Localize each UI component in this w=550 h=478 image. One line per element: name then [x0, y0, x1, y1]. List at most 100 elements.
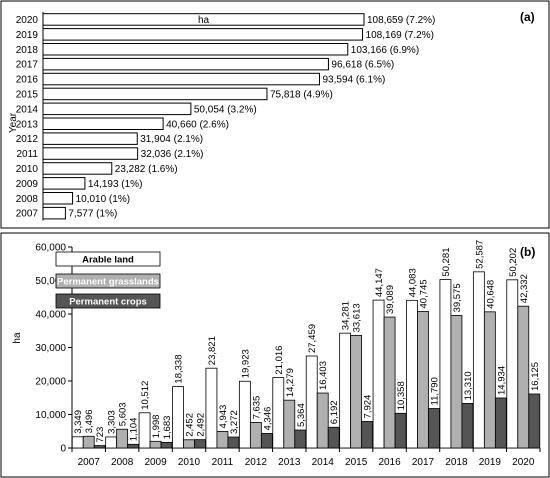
y-tick-label: 40,000 — [35, 310, 66, 321]
bar-arable-land — [205, 367, 218, 449]
bar-arable-land — [71, 436, 84, 449]
bar-value-label: 34,281 — [341, 301, 352, 330]
year-bar — [42, 147, 139, 160]
bar-permanent-grasslands — [450, 315, 463, 449]
x-tick-label: 2007 — [78, 457, 101, 468]
x-tick-label: 2010 — [178, 457, 201, 468]
bar-arable-land — [172, 386, 184, 449]
unit-label: ha — [198, 15, 210, 26]
year-bar — [42, 28, 364, 41]
year-tick-label: 2007 — [16, 209, 39, 220]
year-tick-label: 2010 — [16, 164, 39, 175]
bar-value-label: 40,660 (2.6%) — [166, 119, 229, 130]
bar-permanent-grasslands — [116, 428, 129, 449]
bar-value-label: 7,577 (1%) — [68, 209, 117, 220]
y-tick-label: 30,000 — [35, 343, 66, 354]
year-tick-label: 2017 — [16, 60, 39, 71]
bar-value-label: 3,349 — [73, 410, 84, 434]
bar-value-label: 39,575 — [452, 283, 463, 312]
legend-swatch — [55, 293, 161, 309]
bar-permanent-crops — [528, 393, 541, 449]
bar-value-label: 5,603 — [118, 402, 129, 426]
year-bar — [42, 132, 138, 145]
year-bar — [42, 162, 113, 175]
bar-value-label: 1,683 — [162, 416, 173, 440]
panel-a-bars: 2020 108,659 (7.2%) ha 2019 108,169 (7.2%) 20… — [16, 12, 435, 221]
year-tick-label: 2011 — [16, 149, 38, 160]
year-bar — [42, 177, 86, 190]
x-tick-label: 2009 — [144, 457, 167, 468]
year-bar — [42, 102, 192, 116]
year-bar — [42, 72, 320, 86]
bar-permanent-grasslands — [350, 334, 363, 449]
bar-value-label: 42,332 — [519, 274, 530, 303]
bar-value-label: 16,125 — [530, 362, 541, 391]
bar-permanent-grasslands — [249, 422, 262, 449]
y-tick-label: 50,000 — [35, 276, 66, 287]
y-tick-label: 10,000 — [35, 410, 66, 421]
x-tick-label: 2012 — [245, 457, 268, 468]
bar-value-label: 27,459 — [307, 324, 318, 353]
legend-label: Arable land — [82, 255, 134, 266]
bar-permanent-crops — [227, 436, 240, 449]
bar-value-label: 1,998 — [151, 415, 162, 439]
bar-value-label: 39,089 — [385, 285, 396, 314]
year-tick-label: 2018 — [16, 45, 39, 56]
bar-value-label: 23,821 — [207, 336, 218, 365]
bar-value-label: 14,279 — [285, 368, 296, 397]
bar-permanent-crops — [494, 397, 507, 449]
year-bar — [42, 87, 268, 101]
bar-permanent-crops — [160, 441, 173, 449]
x-tick-label: 2017 — [412, 457, 435, 468]
bar-value-label: 13,310 — [463, 371, 474, 400]
bar-permanent-grasslands — [483, 311, 496, 449]
year-tick-label: 2009 — [16, 179, 39, 190]
bar-arable-land — [372, 299, 385, 449]
bar-value-label: 4,346 — [262, 407, 273, 431]
year-tick-label: 2008 — [16, 194, 39, 205]
bar-value-label: 18,338 — [174, 355, 185, 384]
year-bar — [42, 43, 349, 56]
bar-value-label: 21,016 — [274, 346, 285, 375]
bar-permanent-crops — [327, 426, 340, 449]
bar-value-label: 75,818 (4.9%) — [270, 89, 333, 100]
bar-value-label: 14,934 — [496, 366, 507, 395]
x-tick-label: 2013 — [278, 457, 301, 468]
x-tick-label: 2011 — [212, 457, 234, 468]
bar-permanent-grasslands — [216, 431, 229, 449]
bar-permanent-crops — [93, 445, 106, 449]
bar-value-label: 723 — [95, 427, 106, 443]
panel-b-legend: Arable land Permanent grasslands Permanent… — [55, 251, 161, 309]
bar-value-label: 11,790 — [430, 377, 441, 405]
bar-arable-land — [406, 299, 418, 449]
bar-value-label: 3,496 — [84, 410, 95, 434]
bar-permanent-crops — [194, 439, 206, 449]
bar-value-label: 3,272 — [229, 410, 240, 434]
bar-value-label: 6,192 — [329, 400, 340, 424]
bar-value-label: 10,358 — [396, 381, 407, 410]
bar-value-label: 5,364 — [296, 403, 307, 427]
x-tick-label: 2014 — [312, 457, 335, 468]
bar-permanent-crops — [394, 412, 407, 449]
bar-arable-land — [272, 377, 285, 449]
bar-value-label: 23,282 (1.6%) — [115, 164, 178, 175]
legend-label: Permanent grasslands — [57, 277, 159, 288]
bar-permanent-grasslands — [283, 399, 296, 449]
x-tick-label: 2016 — [378, 457, 401, 468]
bar-permanent-grasslands — [149, 440, 162, 449]
year-tick-label: 2020 — [16, 15, 39, 26]
bar-value-label: 32,036 (2.1%) — [141, 149, 204, 160]
bar-permanent-grasslands — [383, 316, 396, 449]
legend-swatch — [55, 273, 161, 289]
bar-permanent-crops — [428, 408, 440, 449]
legend-label: Permanent crops — [69, 297, 147, 308]
panel-a-y-axis-title: Year — [8, 112, 19, 133]
bar-value-label: 14,193 (1%) — [88, 179, 142, 190]
bar-permanent-grasslands — [82, 435, 95, 449]
bar-value-label: 19,923 — [240, 349, 251, 378]
year-tick-label: 2016 — [16, 75, 39, 86]
bar-value-label: 7,924 — [363, 395, 374, 419]
year-tick-label: 2013 — [16, 119, 39, 130]
bar-value-label: 44,147 — [374, 268, 385, 297]
bar-arable-land — [238, 380, 251, 449]
